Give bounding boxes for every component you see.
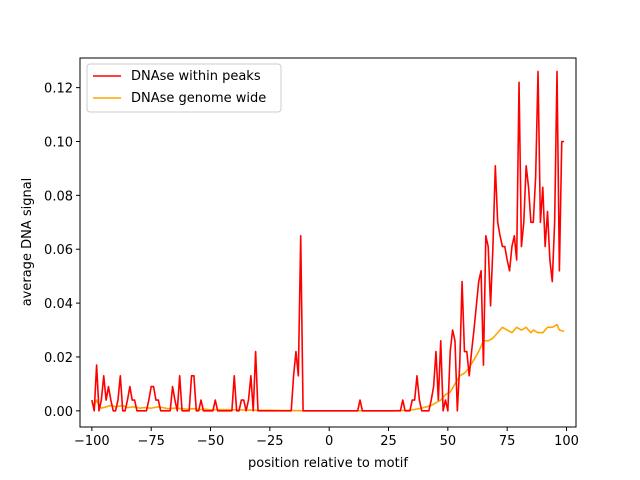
x-tick-label: 0 — [325, 434, 333, 449]
x-tick-label: −50 — [197, 434, 224, 449]
y-tick-label: 0.06 — [44, 243, 73, 258]
y-tick-label: 0.08 — [44, 189, 73, 204]
y-tick-label: 0.12 — [44, 82, 73, 97]
y-axis-label: average DNA signal — [20, 178, 35, 307]
legend-label-dnase-within-peaks: DNAse within peaks — [131, 69, 261, 84]
series-layer — [91, 70, 565, 412]
x-axis-ticks: −100 −75 −50 −25 0 25 50 75 100 — [74, 427, 579, 449]
legend: DNAse within peaks DNAse genome wide — [86, 63, 282, 113]
x-tick-label: −75 — [137, 434, 164, 449]
x-tick-label: −100 — [74, 434, 110, 449]
y-tick-label: 0.02 — [44, 351, 73, 366]
series-line-dnase-within-peaks — [91, 70, 565, 412]
legend-box — [86, 63, 282, 113]
y-tick-label: 0.04 — [44, 297, 73, 312]
y-tick-label: 0.10 — [44, 135, 73, 150]
x-tick-label: −25 — [256, 434, 283, 449]
x-axis-label: position relative to motif — [248, 456, 408, 471]
plot-frame — [79, 57, 577, 428]
y-axis-ticks: 0.00 0.02 0.04 0.06 0.08 0.10 0.12 — [44, 82, 80, 420]
y-tick-label: 0.00 — [44, 405, 73, 420]
x-tick-label: 25 — [380, 434, 397, 449]
legend-label-dnase-genome-wide: DNAse genome wide — [131, 91, 266, 106]
x-tick-label: 75 — [499, 434, 516, 449]
x-tick-label: 50 — [440, 434, 457, 449]
x-tick-label: 100 — [554, 434, 579, 449]
